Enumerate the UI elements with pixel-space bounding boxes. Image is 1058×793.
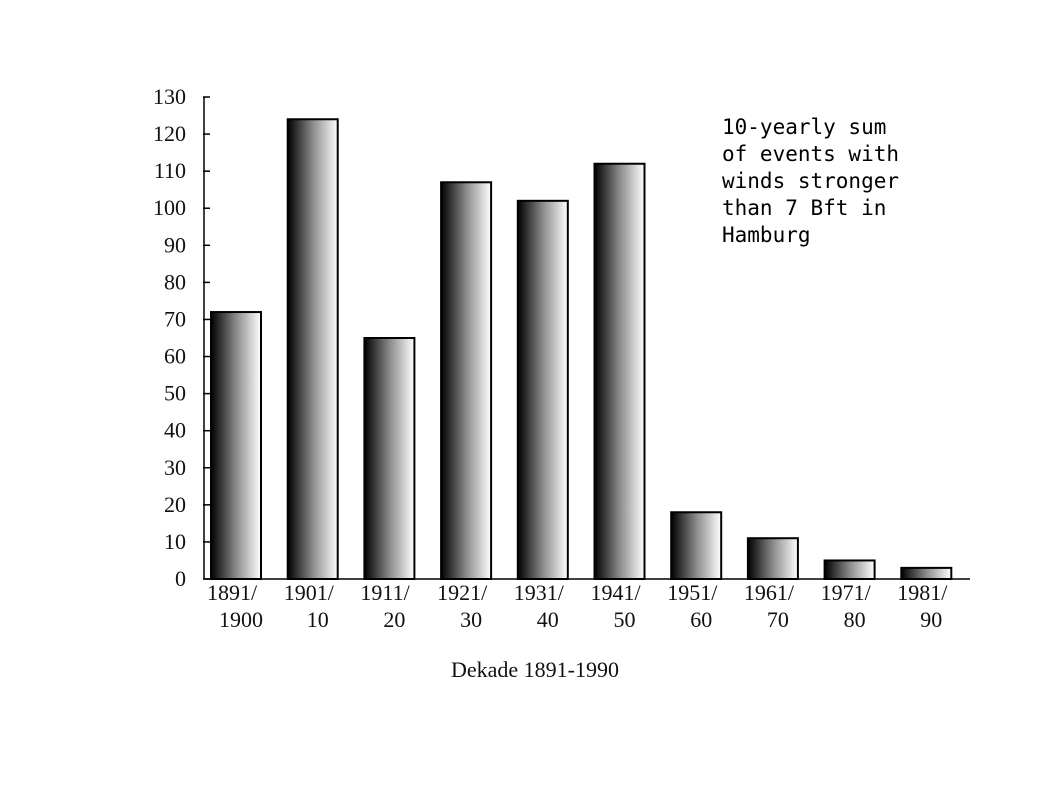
chart-annotation: 10-yearly sum of events with winds stron…	[722, 115, 900, 247]
y-tick-label: 30	[164, 455, 186, 480]
y-tick-label: 130	[153, 84, 186, 109]
x-tick-label-line2: 40	[537, 607, 559, 632]
bar	[516, 199, 569, 580]
y-tick-label: 10	[164, 529, 186, 554]
bar	[440, 181, 493, 580]
x-tick-label: 1951/	[667, 580, 718, 605]
y-axis: 0 10 20 30 40 50 60 70 80 90 100 110 120 130	[153, 84, 210, 591]
bars	[210, 118, 953, 581]
x-axis-title: Dekade 1891-1990	[451, 657, 619, 682]
y-tick-label: 110	[154, 158, 186, 183]
x-tick-label-line2: 90	[920, 607, 942, 632]
x-tick-label-line2: 1900	[219, 607, 263, 632]
x-tick-label-line2: 30	[460, 607, 482, 632]
bar	[286, 118, 339, 580]
x-tick-label: 1961/	[744, 580, 795, 605]
y-tick-label: 100	[153, 195, 186, 220]
bar	[900, 566, 953, 581]
y-tick-label: 20	[164, 492, 186, 517]
bar	[746, 537, 799, 581]
x-axis: 1891/1900 1901/10 1911/20 1921/30 1931/40 194…	[204, 578, 970, 632]
y-tick-label: 0	[175, 566, 186, 591]
x-tick-label-line2: 20	[383, 607, 405, 632]
x-tick-label: 1971/	[821, 580, 872, 605]
bar	[363, 337, 416, 580]
y-tick-label: 70	[164, 306, 186, 331]
x-tick-label-line2: 80	[844, 607, 866, 632]
y-tick-label: 50	[164, 381, 186, 406]
y-tick-label: 80	[164, 269, 186, 294]
x-tick-label-line2: 50	[614, 607, 636, 632]
y-tick-label: 60	[164, 344, 186, 369]
x-tick-label-line2: 10	[307, 607, 329, 632]
bar	[670, 511, 723, 580]
bar	[210, 311, 262, 580]
x-tick-label-line2: 70	[767, 607, 789, 632]
x-tick-label: 1921/	[437, 580, 488, 605]
y-tick-label: 40	[164, 418, 186, 443]
x-tick-label: 1891/	[207, 580, 258, 605]
x-tick-label: 1931/	[514, 580, 565, 605]
x-tick-label: 1981/	[897, 580, 948, 605]
x-tick-label: 1941/	[591, 580, 642, 605]
x-tick-label-line2: 60	[690, 607, 712, 632]
x-tick-label: 1911/	[360, 580, 410, 605]
bar	[823, 559, 876, 581]
y-tick-label: 120	[153, 121, 186, 146]
y-tick-label: 90	[164, 232, 186, 257]
x-tick-label: 1901/	[284, 580, 335, 605]
bar	[593, 162, 646, 580]
